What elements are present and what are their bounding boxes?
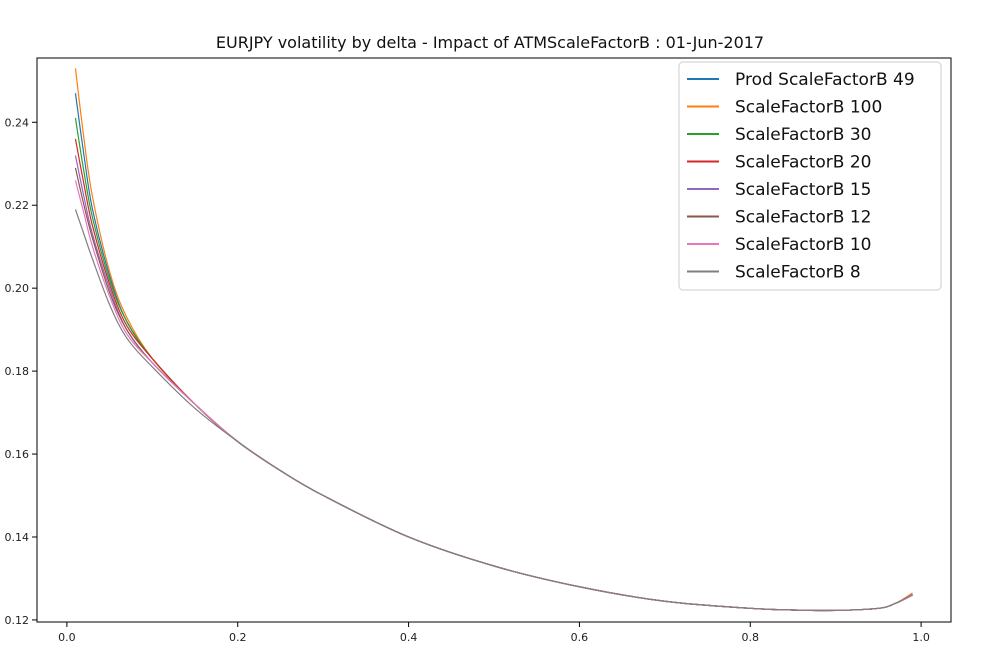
x-tick-label: 0.4 [400,631,418,644]
y-tick-label: 0.18 [5,365,30,378]
x-tick-label: 0.0 [58,631,76,644]
series-layer [74,68,913,612]
x-tick-label: 0.6 [571,631,589,644]
y-axis: 0.12 0.14 0.16 0.18 0.20 0.22 0.24 [5,116,37,627]
legend-label: ScaleFactorB 12 [735,208,871,228]
legend-label: ScaleFactorB 8 [735,263,861,283]
legend: Prod ScaleFactorB 49 ScaleFactorB 100 Scal… [678,61,942,291]
legend-label: ScaleFactorB 20 [735,153,871,173]
legend-label: Prod ScaleFactorB 49 [735,70,915,90]
legend-entries: Prod ScaleFactorB 49 ScaleFactorB 100 Scal… [687,70,915,283]
legend-label: ScaleFactorB 10 [735,235,871,255]
x-tick-label: 0.2 [229,631,247,644]
legend-box [678,61,942,291]
x-axis: 0.0 0.2 0.4 0.6 0.8 1.0 [58,622,930,644]
legend-label: ScaleFactorB 100 [735,98,882,118]
y-tick-label: 0.14 [5,531,30,544]
legend-label: ScaleFactorB 15 [735,180,871,200]
x-tick-label: 1.0 [912,631,930,644]
series-line-7 [74,209,913,612]
legend-label: ScaleFactorB 30 [735,125,871,145]
x-tick-label: 0.8 [742,631,760,644]
chart-title: EURJPY volatility by delta - Impact of A… [216,33,764,52]
y-tick-label: 0.12 [5,614,30,627]
y-tick-label: 0.20 [5,282,30,295]
y-tick-label: 0.22 [5,199,30,212]
y-tick-label: 0.24 [5,116,30,129]
y-tick-label: 0.16 [5,448,30,461]
plot-area-frame [36,57,952,623]
